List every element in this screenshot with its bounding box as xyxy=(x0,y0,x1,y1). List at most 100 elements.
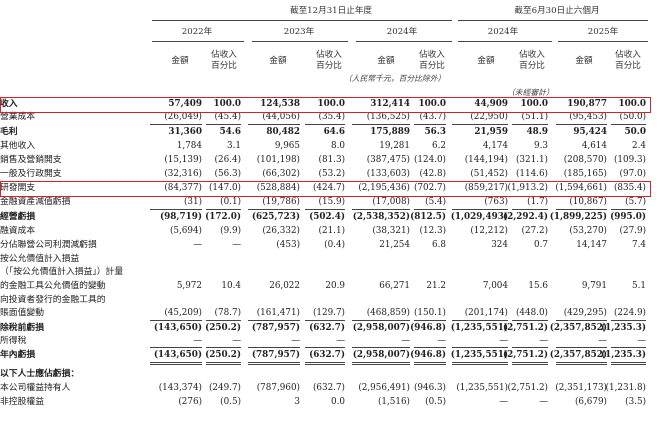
percent-cell: (0.4) xyxy=(324,240,345,250)
percent-cell: (27.9) xyxy=(619,226,646,236)
percent-cell: 5.1 xyxy=(632,281,646,291)
table-row: 向投資者發行的金融工具的 xyxy=(0,294,660,307)
total-rule xyxy=(150,124,202,125)
row-label: 以下人士應佔虧損： xyxy=(0,369,80,379)
amount-cell: (2,357,852) xyxy=(549,323,607,333)
total-rule xyxy=(512,209,548,210)
total-rule xyxy=(206,362,241,363)
total-rule xyxy=(611,347,646,348)
amount-cell: 26,022 xyxy=(269,281,300,291)
group-rule-half xyxy=(458,20,648,21)
amount-cell: — xyxy=(401,336,410,346)
percent-cell: (321.1) xyxy=(515,155,548,165)
amount-cell: — xyxy=(499,397,508,407)
percent-cell: (448.0) xyxy=(515,308,548,318)
percent-cell: 0.7 xyxy=(534,240,548,250)
amount-cell: (26,332) xyxy=(262,226,300,236)
total-rule xyxy=(305,209,345,210)
amount-cell: (468,859) xyxy=(366,308,410,318)
percent-cell: 100.0 xyxy=(418,99,446,109)
amount-cell: 66,271 xyxy=(379,281,410,291)
amount-cell: (1,029,493) xyxy=(450,212,508,222)
col-pct-header: 佔收入 百分比 xyxy=(419,50,445,71)
percent-cell: (50.0) xyxy=(619,112,646,122)
amount-cell: 7,004 xyxy=(482,281,508,291)
amount-cell: (101,198) xyxy=(256,155,300,165)
amount-cell: (161,471) xyxy=(256,308,300,318)
percent-cell: (0.5) xyxy=(425,397,446,407)
percent-cell: (250.2) xyxy=(205,323,241,333)
unit-note: （人民幣千元，百分比除外） xyxy=(344,74,446,83)
percent-cell: — xyxy=(437,336,446,346)
table-row: 毛利 31,360 54.6 80,482 64.6 175,889 56.3 21,959 4… xyxy=(0,126,660,139)
amount-cell: 19,281 xyxy=(379,141,410,151)
amount-cell: (2,956,491) xyxy=(358,383,410,393)
table-row: 分佔聯營公司利潤減虧損 — — (453) (0.4) 21,254 6.8 324 0.7 14… xyxy=(0,239,660,252)
total-rule xyxy=(150,364,202,365)
total-rule xyxy=(414,347,446,348)
percent-cell: (124.0) xyxy=(413,155,446,165)
percent-cell: (424.7) xyxy=(312,183,345,193)
amount-cell: (17,008) xyxy=(372,197,410,207)
total-rule xyxy=(352,209,410,210)
amount-cell: (763) xyxy=(484,197,508,207)
percent-cell: 64.6 xyxy=(323,127,345,137)
total-rule xyxy=(556,364,607,365)
amount-cell: 312,414 xyxy=(370,99,410,109)
percent-cell: (2,751.2) xyxy=(507,383,548,393)
col-amount-header: 金額 xyxy=(477,56,495,66)
amount-cell: (53,270) xyxy=(569,226,607,236)
highlight-box xyxy=(0,181,651,197)
amount-cell: (1,235,551) xyxy=(450,323,508,333)
total-rule xyxy=(452,364,508,365)
amount-cell: (185,165) xyxy=(563,169,607,179)
percent-cell: 8.0 xyxy=(331,141,345,151)
percent-cell: (812.5) xyxy=(410,212,446,222)
total-rule xyxy=(352,364,410,365)
year-rule xyxy=(152,41,244,42)
col-pct-header: 佔收入 百分比 xyxy=(615,50,641,71)
row-label: 向投資者發行的金融工具的 xyxy=(0,295,106,305)
percent-cell: (56.3) xyxy=(214,169,241,179)
table-row: 非控股權益 (276) (0.5) 3 0.0 (1,516) (0.5) — — (6,679)… xyxy=(0,396,660,409)
percent-cell: (946.8) xyxy=(410,323,446,333)
percent-cell: 6.2 xyxy=(432,141,446,151)
total-rule xyxy=(611,362,646,363)
year-header: 2023年 xyxy=(283,27,315,37)
amount-cell: (136,525) xyxy=(366,112,410,122)
row-label: 的金融工具公允價值的變動 xyxy=(0,281,106,291)
table-row: 所得稅 — — — — — — — — — — xyxy=(0,335,660,348)
amount-cell: (787,960) xyxy=(256,383,300,393)
percent-cell: (26.4) xyxy=(214,155,241,165)
percent-cell: (3.5) xyxy=(625,397,646,407)
amount-cell: (143,650) xyxy=(153,323,202,333)
total-rule xyxy=(452,209,508,210)
row-label: 分佔聯營公司利潤減虧損 xyxy=(0,240,97,250)
row-label: 所得稅 xyxy=(0,336,27,346)
percent-cell: (51.1) xyxy=(521,112,548,122)
table-row: 的金融工具公允價值的變動 5,972 10.4 26,022 20.9 66,271 21.… xyxy=(0,280,660,293)
total-rule xyxy=(611,320,646,321)
total-rule xyxy=(556,124,607,125)
amount-cell: (1,594,661) xyxy=(555,183,607,193)
amount-cell: (859,217) xyxy=(464,183,508,193)
year-header: 2024年 xyxy=(386,27,418,37)
amount-cell: (19,786) xyxy=(262,197,300,207)
percent-cell: 21.2 xyxy=(426,281,446,291)
table-row: 賬面值變動 (45,209) (78.7) (161,471) (129.7) (468,… xyxy=(0,307,660,320)
amount-cell: 9,965 xyxy=(274,141,300,151)
percent-cell: (502.4) xyxy=(309,212,345,222)
amount-cell: (15,139) xyxy=(164,155,202,165)
percent-cell: (147.0) xyxy=(208,183,241,193)
amount-cell: 1,784 xyxy=(176,141,202,151)
percent-cell: (53.2) xyxy=(318,169,345,179)
amount-cell: (31) xyxy=(183,197,202,207)
amount-cell: 95,424 xyxy=(573,127,607,137)
total-rule xyxy=(305,347,345,348)
amount-cell: (45,209) xyxy=(164,308,202,318)
percent-cell: (946.8) xyxy=(410,350,446,360)
amount-cell: (38,321) xyxy=(372,226,410,236)
total-rule xyxy=(556,320,607,321)
amount-cell: (625,723) xyxy=(251,212,300,222)
percent-cell: (78.7) xyxy=(214,308,241,318)
